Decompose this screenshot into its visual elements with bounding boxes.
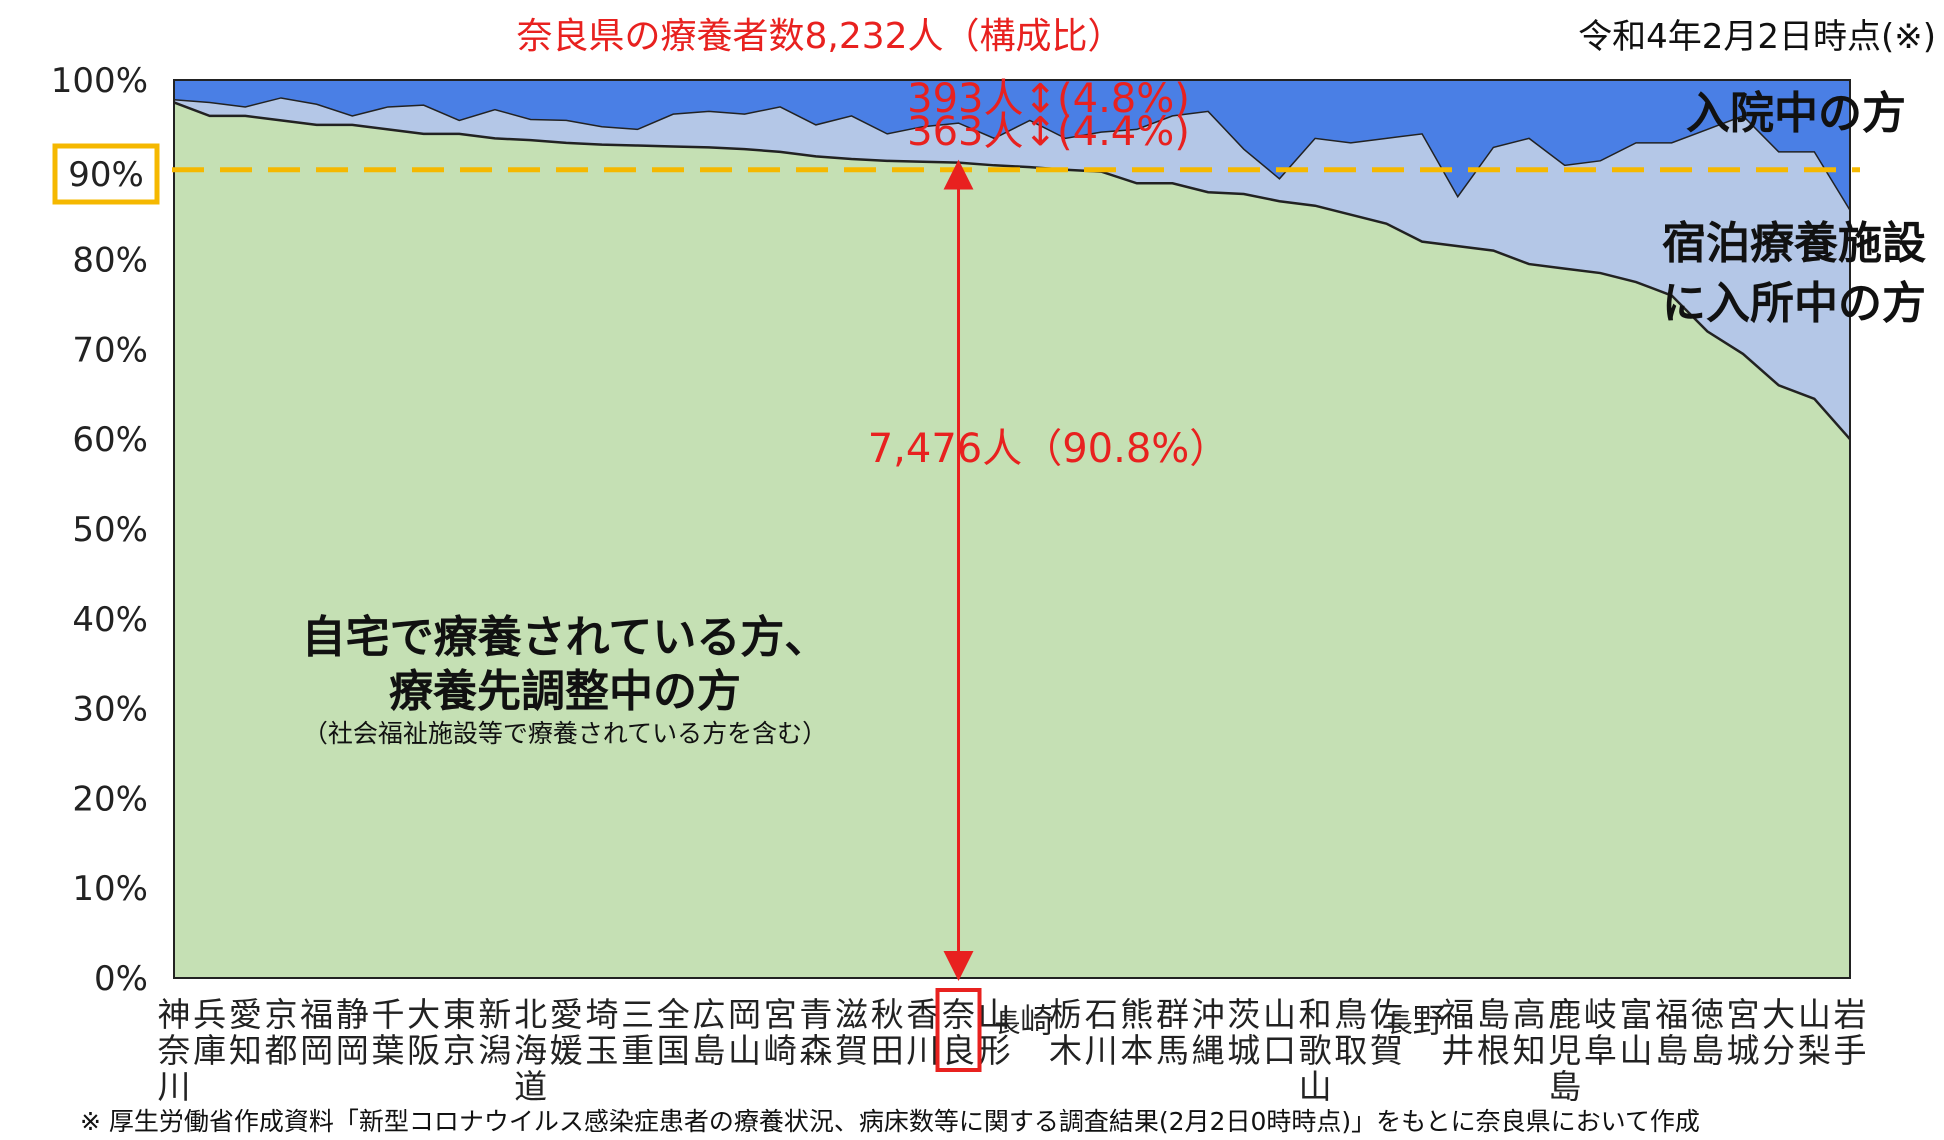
series-label-home-line2: 療養先調整中の方 (389, 666, 741, 717)
x-tick-label: 長崎 (994, 1001, 1053, 1040)
x-tick-label: 兵庫 (193, 995, 226, 1070)
x-axis: 神奈川兵庫愛知京都福岡静岡千葉大阪東京新潟北海道愛媛埼玉三重全国広島岡山宮崎青森… (158, 988, 1867, 1106)
y-tick-label: 70% (72, 330, 148, 370)
x-tick-label: 鹿児島 (1548, 995, 1581, 1106)
x-tick-label: 石川 (1085, 995, 1118, 1070)
highlight-box-nara (935, 988, 982, 1072)
x-tick-label: 神奈川 (158, 995, 191, 1106)
x-tick-label: 広島 (692, 995, 725, 1070)
x-tick-label: 岐阜 (1584, 995, 1617, 1070)
x-tick-label: 大分 (1762, 995, 1795, 1070)
area-series-2 (174, 80, 1850, 211)
y-tick-label: 100% (51, 61, 148, 101)
x-tick-label: 滋賀 (835, 995, 868, 1070)
area-boundary-line-0 (173, 101, 1851, 441)
x-tick-label: 群馬 (1156, 995, 1189, 1070)
x-tick-label: 岡山 (728, 995, 761, 1070)
x-tick-label: 新潟 (478, 995, 511, 1070)
y-tick-label: 10% (72, 869, 148, 909)
x-tick-label: 千葉 (371, 995, 404, 1070)
x-tick-label: 徳島 (1691, 995, 1724, 1070)
area-layers (173, 80, 1851, 978)
x-tick-label: 京都 (264, 995, 297, 1070)
y-tick-label: 80% (72, 241, 148, 281)
x-tick-label: 静岡 (336, 995, 369, 1070)
x-tick-label: 佐賀 (1370, 995, 1403, 1070)
chart-title: 奈良県の療養者数8,232人（構成比） (516, 16, 1123, 57)
y-tick-label: 20% (72, 779, 148, 819)
x-tick-label: 大阪 (407, 995, 440, 1070)
x-tick-label: 沖縄 (1192, 995, 1225, 1070)
hotel-annotation: 363人↕(4.4%) (907, 109, 1190, 155)
x-tick-label: 福島 (1655, 995, 1688, 1070)
x-tick-label: 山形 (978, 995, 1011, 1070)
x-tick-label: 奈良 (942, 995, 975, 1070)
date-note: 令和4年2月2日時点(※) (1578, 17, 1936, 57)
area-series-1 (174, 97, 1850, 440)
x-tick-label: 東京 (443, 995, 476, 1070)
series-label-hotel-line1: 宿泊療養施設 (1662, 218, 1926, 269)
x-tick-label: 栃木 (1049, 995, 1082, 1070)
x-tick-label: 北海道 (514, 995, 547, 1106)
x-tick-label: 宮城 (1727, 995, 1760, 1070)
x-tick-label: 島根 (1477, 995, 1510, 1070)
x-tick-label: 長野 (1387, 1001, 1446, 1040)
x-tick-label: 全国 (657, 995, 690, 1070)
x-tick-label: 福井 (1441, 995, 1474, 1070)
home-annotation: 7,476人（90.8%） (868, 426, 1230, 472)
series-label-home-line1: 自宅で療養されている方、 (302, 612, 829, 663)
y-axis: 0% 10% 20% 30% 40% 50% 60% 70% 80% 90% 100% (51, 61, 148, 999)
x-tick-label: 福岡 (300, 995, 333, 1070)
x-tick-label: 愛媛 (550, 995, 583, 1070)
nara-annotation: 7,476人（90.8%） 363人↕(4.4%)393人↕(4.8%) (868, 76, 1230, 981)
reference-label: 90% (68, 155, 144, 195)
area-series-0 (174, 102, 1850, 978)
x-tick-label: 青森 (799, 995, 832, 1070)
y-tick-label: 50% (72, 510, 148, 550)
y-tick-label: 0% (94, 959, 148, 999)
x-tick-label: 岩手 (1834, 995, 1867, 1070)
x-tick-label: 秋田 (871, 995, 904, 1070)
x-tick-label: 高知 (1513, 995, 1546, 1070)
hospital-annotation: 393人↕(4.8%) (907, 76, 1190, 122)
series-label-hotel-line2: に入所中の方 (1662, 278, 1926, 329)
x-tick-label: 愛知 (229, 995, 262, 1070)
footnote: ※ 厚生労働省作成資料「新型コロナウイルス感染症患者の療養状況、病床数等に関する… (80, 1107, 1700, 1136)
x-tick-label: 埼玉 (585, 995, 618, 1070)
y-tick-label: 30% (72, 690, 148, 730)
plot-frame (173, 79, 1851, 979)
x-tick-label: 熊本 (1120, 995, 1153, 1070)
x-tick-label: 鳥取 (1334, 995, 1367, 1070)
y-tick-label: 60% (72, 420, 148, 460)
area-boundary-line-1 (173, 97, 1851, 211)
x-tick-label: 茨城 (1227, 995, 1260, 1070)
y-tick-label: 40% (72, 600, 148, 640)
x-tick-label: 三重 (621, 995, 654, 1070)
x-tick-label: 香川 (906, 995, 939, 1070)
series-label-home-line3: （社会福祉施設等で療養されている方を含む） (303, 719, 827, 748)
reference-label-box (52, 143, 160, 205)
x-tick-label: 和歌山 (1299, 995, 1332, 1106)
x-tick-label: 富山 (1620, 995, 1653, 1070)
reference-line-90: 90% (52, 143, 1860, 205)
x-tick-label: 山梨 (1798, 995, 1831, 1070)
x-tick-label: 山口 (1263, 995, 1296, 1070)
series-label-hospital: 入院中の方 (1686, 88, 1906, 139)
x-tick-label: 宮崎 (764, 995, 797, 1070)
